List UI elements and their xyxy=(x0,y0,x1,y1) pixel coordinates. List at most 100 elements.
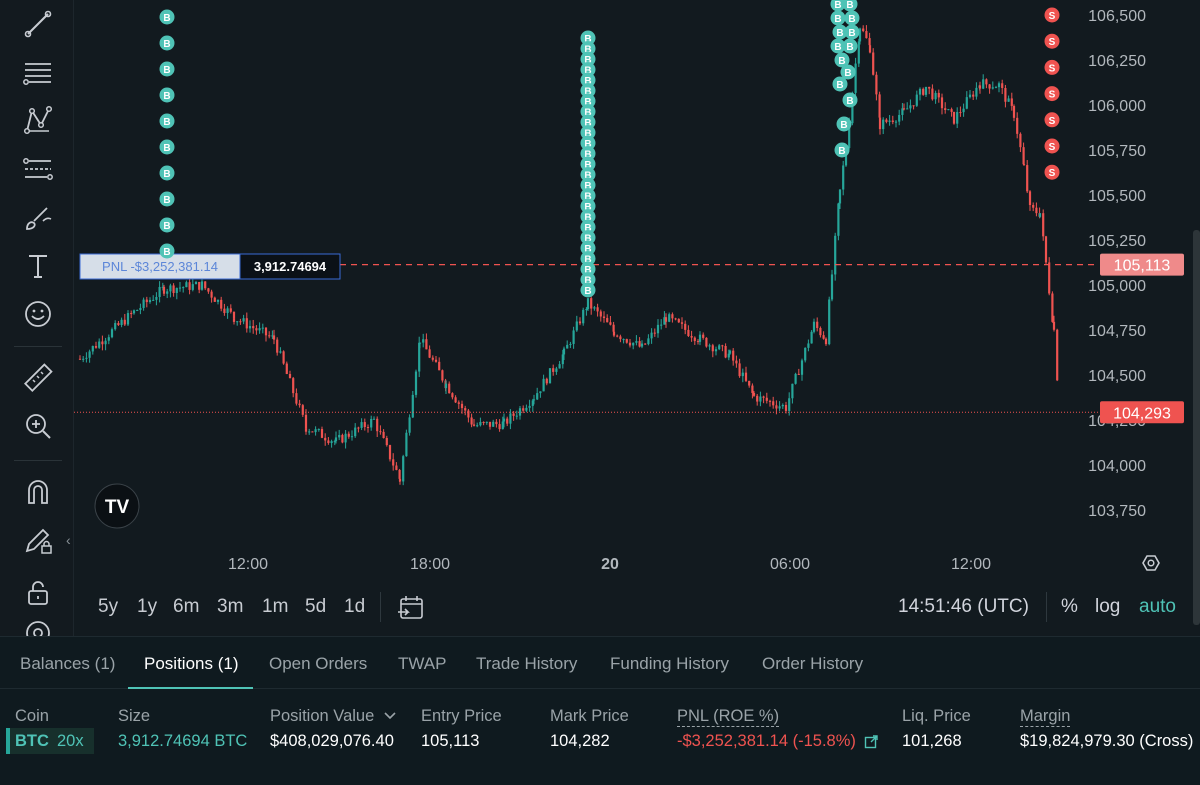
pattern-icon[interactable] xyxy=(16,100,60,140)
buy-marker-letter: B xyxy=(846,96,853,107)
trend-line-icon[interactable] xyxy=(16,4,60,44)
candle-body xyxy=(555,368,558,372)
candle-body xyxy=(91,346,94,352)
header-pnl[interactable]: PNL (ROE %) xyxy=(677,707,780,727)
price-chart[interactable]: 106,500 106,250 106,000 105,750 105,500 105,2… xyxy=(74,0,1200,580)
percent-scale-button[interactable]: % xyxy=(1061,596,1078,617)
candle-body xyxy=(161,286,164,288)
pencil-lock-icon[interactable] xyxy=(16,520,60,560)
sell-marker: S xyxy=(1044,7,1060,23)
y-axis-tick: 106,250 xyxy=(1088,53,1146,70)
buy-marker-circle xyxy=(580,135,596,151)
candle-body xyxy=(252,326,255,329)
buy-marker-letter: B xyxy=(834,0,841,11)
range-1m-button[interactable]: 1m xyxy=(262,596,289,617)
candle-body xyxy=(522,408,525,411)
tab-open-orders[interactable]: Open Orders xyxy=(269,654,368,673)
utc-clock[interactable]: 14:51:46 (UTC) xyxy=(898,596,1029,617)
candle-body xyxy=(172,285,175,294)
share-pnl-icon[interactable] xyxy=(864,734,879,749)
buy-marker: B xyxy=(580,272,596,287)
brush-icon[interactable] xyxy=(16,198,60,238)
buy-marker-letter: B xyxy=(584,76,591,87)
candle-body xyxy=(457,402,460,404)
range-5d-button[interactable]: 5d xyxy=(305,596,327,617)
ruler-icon[interactable] xyxy=(16,358,60,398)
range-3m-button[interactable]: 3m xyxy=(217,596,244,617)
candle-body xyxy=(1022,147,1025,165)
horizontal-lines-icon[interactable] xyxy=(16,52,60,92)
y-axis-tick: 103,750 xyxy=(1088,503,1146,520)
long-side-indicator xyxy=(6,728,10,754)
candle-body xyxy=(693,337,696,342)
candle-body xyxy=(1038,213,1042,217)
header-margin[interactable]: Margin xyxy=(1020,707,1071,727)
eye-icon[interactable] xyxy=(16,616,60,636)
candle-body xyxy=(382,431,385,439)
candle-body xyxy=(216,299,220,302)
buy-marker: B xyxy=(580,230,596,245)
candle-body xyxy=(320,429,324,438)
tab-order-history[interactable]: Order History xyxy=(762,654,864,673)
sell-marker: S xyxy=(1044,138,1060,154)
candle-body xyxy=(264,327,268,336)
sort-chevron-down-icon[interactable] xyxy=(383,711,397,721)
buy-marker-circle xyxy=(830,10,846,26)
unlock-icon[interactable] xyxy=(16,572,60,612)
candle-body xyxy=(718,345,721,350)
range-5y-button[interactable]: 5y xyxy=(98,596,119,617)
log-scale-button[interactable]: log xyxy=(1095,596,1121,617)
candle-body xyxy=(276,339,279,353)
size-label: 3,912.74694 xyxy=(254,259,327,274)
chart-scrollbar[interactable] xyxy=(1193,230,1200,625)
candle-body xyxy=(334,437,338,442)
range-1y-button[interactable]: 1y xyxy=(137,596,158,617)
candle-body xyxy=(548,368,552,384)
range-1d-button[interactable]: 1d xyxy=(344,596,366,617)
y-axis-tick: 106,500 xyxy=(1088,8,1146,25)
buy-marker-circle xyxy=(159,139,175,155)
tab-trade-history[interactable]: Trade History xyxy=(476,654,578,673)
fib-retracement-icon[interactable] xyxy=(16,150,60,190)
candle-body xyxy=(545,378,548,384)
candle-body xyxy=(148,300,152,303)
candle-body xyxy=(838,189,842,204)
buy-marker-letter: B xyxy=(834,42,841,53)
magnet-icon[interactable] xyxy=(16,472,60,512)
candle-body xyxy=(566,344,569,349)
tab-funding-history[interactable]: Funding History xyxy=(610,654,730,673)
candle-body xyxy=(448,383,451,394)
candle-body xyxy=(696,341,700,343)
buy-marker-letter: B xyxy=(584,255,591,266)
range-6m-button[interactable]: 6m xyxy=(173,596,200,617)
chart-panel[interactable]: 106,500 106,250 106,000 105,750 105,500 105,2… xyxy=(0,0,1200,636)
toolbar-collapse-arrow[interactable]: ‹ xyxy=(66,532,71,548)
auto-scale-button[interactable]: auto xyxy=(1139,596,1176,617)
buy-marker: B xyxy=(842,0,858,12)
position-leverage[interactable]: 20x xyxy=(57,732,84,750)
position-coin[interactable]: BTC xyxy=(15,732,49,750)
tab-twap[interactable]: TWAP xyxy=(398,654,447,673)
buy-marker: B xyxy=(830,10,846,26)
toolbar-divider xyxy=(14,460,62,461)
candle-body xyxy=(962,108,965,113)
tab-positions[interactable]: Positions (1) xyxy=(144,654,239,673)
text-icon[interactable] xyxy=(16,246,60,286)
candle-body xyxy=(664,317,668,322)
candle-body xyxy=(872,52,875,75)
tab-balances[interactable]: Balances (1) xyxy=(20,654,116,673)
y-axis-tick: 105,000 xyxy=(1088,278,1146,295)
emoji-icon[interactable] xyxy=(16,294,60,334)
candle-body xyxy=(1028,191,1032,205)
candle-body xyxy=(194,281,198,285)
zoom-in-icon[interactable] xyxy=(16,406,60,446)
candle-body xyxy=(501,421,504,430)
header-position-value[interactable]: Position Value xyxy=(270,707,397,726)
buy-marker-letter: B xyxy=(584,213,591,224)
candle-body xyxy=(366,427,370,429)
candle-body xyxy=(347,433,350,437)
buy-marker-circle xyxy=(832,76,848,92)
candle-body xyxy=(940,97,944,109)
date-range-icon[interactable] xyxy=(396,592,426,622)
candle-body xyxy=(1004,88,1007,102)
